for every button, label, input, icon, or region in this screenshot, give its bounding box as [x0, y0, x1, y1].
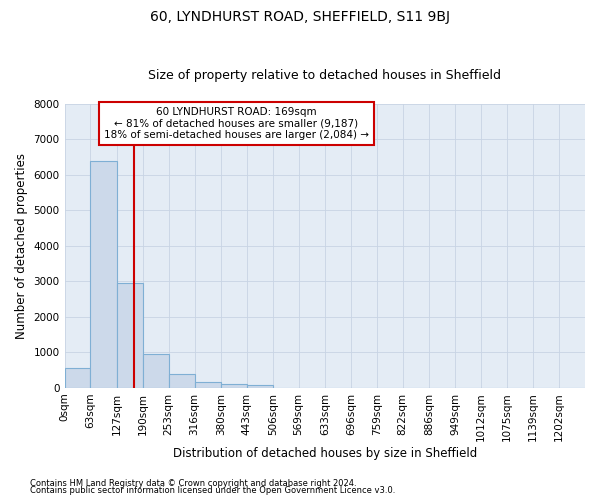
Y-axis label: Number of detached properties: Number of detached properties [15, 153, 28, 339]
Text: 60 LYNDHURST ROAD: 169sqm
← 81% of detached houses are smaller (9,187)
18% of se: 60 LYNDHURST ROAD: 169sqm ← 81% of detac… [104, 107, 369, 140]
Text: 60, LYNDHURST ROAD, SHEFFIELD, S11 9BJ: 60, LYNDHURST ROAD, SHEFFIELD, S11 9BJ [150, 10, 450, 24]
Bar [65, 368, 91, 388]
X-axis label: Distribution of detached houses by size in Sheffield: Distribution of detached houses by size … [173, 447, 477, 460]
Bar [117, 283, 143, 388]
Bar [221, 384, 247, 388]
Bar [169, 374, 194, 388]
Bar [143, 354, 169, 388]
Title: Size of property relative to detached houses in Sheffield: Size of property relative to detached ho… [148, 69, 501, 82]
Bar [194, 382, 221, 388]
Text: Contains public sector information licensed under the Open Government Licence v3: Contains public sector information licen… [30, 486, 395, 495]
Text: Contains HM Land Registry data © Crown copyright and database right 2024.: Contains HM Land Registry data © Crown c… [30, 478, 356, 488]
Bar [91, 162, 117, 388]
Bar [247, 385, 273, 388]
